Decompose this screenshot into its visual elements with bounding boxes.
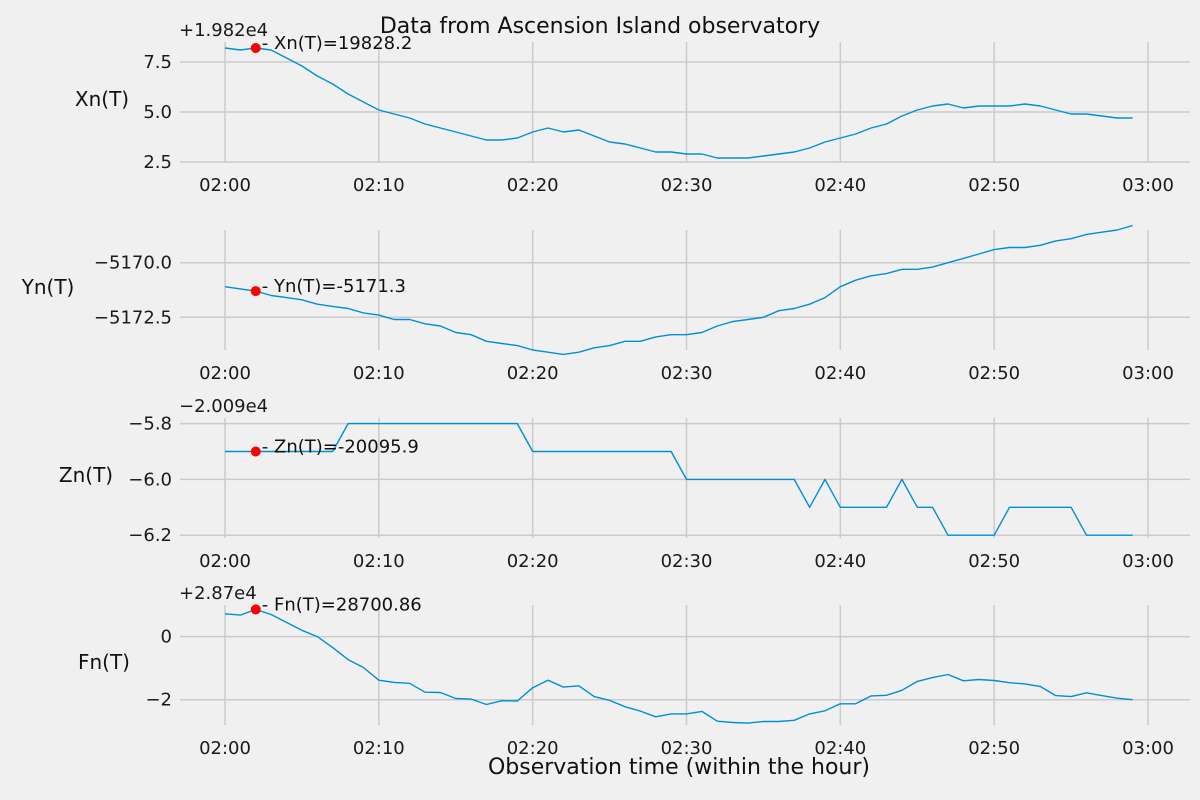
y-tick-label: 5.0: [143, 102, 172, 123]
series-line-yn: [224, 224, 1133, 356]
marker-annotation: - Xn(T)=19828.2: [262, 33, 413, 54]
x-tick-label: 02:00: [199, 363, 251, 384]
x-tick-label: 02:10: [353, 738, 405, 759]
y-offset-label: +1.982e4: [179, 20, 268, 41]
x-tick-label: 02:30: [661, 738, 713, 759]
x-tick-label: 02:00: [199, 551, 251, 572]
x-tick-label: 02:20: [507, 551, 559, 572]
marker-point: [250, 286, 261, 297]
x-tick-label: 02:30: [661, 175, 713, 196]
y-tick-label: −5172.5: [94, 307, 172, 328]
y-tick-label: −5.8: [128, 414, 172, 435]
x-tick-label: 03:00: [1122, 363, 1174, 384]
series-line-fn: [224, 608, 1133, 724]
y-tick-label: −6.2: [128, 525, 172, 546]
x-tick-label: 02:00: [199, 738, 251, 759]
marker-annotation: - Zn(T)=-20095.9: [262, 436, 419, 457]
marker-point: [250, 604, 261, 615]
x-axis-label: Observation time (within the hour): [488, 755, 870, 780]
x-tick-label: 03:00: [1122, 551, 1174, 572]
marker-point: [250, 446, 261, 457]
x-tick-label: 02:30: [661, 363, 713, 384]
x-tick-label: 02:00: [199, 175, 251, 196]
panel-fn: 0 −2 02:00 02:10 02:20 02:30 02:40 02:50 03:00 +2…: [78, 583, 1190, 759]
marker-point: [250, 43, 261, 53]
y-axis-label: Yn(T): [21, 275, 75, 299]
series-line-zn: [225, 422, 1133, 536]
y-tick-label: −5170.0: [94, 253, 172, 274]
x-tick-label: 02:40: [814, 738, 866, 759]
y-tick-label: 2.5: [143, 152, 172, 173]
y-tick-label: −2: [145, 690, 172, 711]
y-axis-label: Zn(T): [59, 463, 113, 487]
x-tick-label: 03:00: [1122, 175, 1174, 196]
y-axis-label: Fn(T): [78, 650, 130, 674]
x-tick-label: 02:20: [507, 363, 559, 384]
panel-xn: 7.5 5.0 2.5 02:00 02:10 02:20 02:30 02:40 02:50 0…: [75, 20, 1190, 196]
marker-annotation: - Yn(T)=-5171.3: [262, 276, 406, 297]
y-offset-label: −2.009e4: [179, 396, 268, 417]
x-tick-label: 02:10: [353, 363, 405, 384]
x-tick-label: 02:20: [507, 175, 559, 196]
x-tick-label: 02:40: [814, 551, 866, 572]
x-tick-label: 02:10: [353, 175, 405, 196]
x-tick-label: 02:50: [968, 363, 1020, 384]
marker-annotation: - Fn(T)=28700.86: [262, 594, 422, 615]
y-tick-label: 0: [161, 627, 172, 648]
x-tick-label: 02:50: [968, 551, 1020, 572]
x-tick-label: 02:30: [661, 551, 713, 572]
panel-zn: −5.8 −6.0 −6.2 02:00 02:10 02:20 02:30 02:40 02:…: [59, 396, 1190, 572]
panels: 7.55.02.502:00 02:10 02:20 02:30 02:40 02:50 0…: [21, 20, 1190, 759]
x-tick-label: 02:40: [814, 175, 866, 196]
y-axis-label: Xn(T): [75, 87, 129, 111]
x-tick-label: 02:50: [968, 738, 1020, 759]
y-offset-label: +2.87e4: [179, 583, 257, 604]
chart-title: Data from Ascension Island observatory: [380, 14, 820, 39]
x-tick-label: 02:40: [814, 363, 866, 384]
panel-yn: −5170.0 −5172.5 02:00 02:10 02:20 02:30 02:40 0…: [21, 224, 1190, 384]
y-tick-label: −6.0: [128, 469, 172, 490]
x-tick-label: 03:00: [1122, 738, 1174, 759]
x-tick-label: 02:50: [968, 175, 1020, 196]
y-tick-label: 7.5: [143, 52, 172, 73]
x-tick-label: 02:10: [353, 551, 405, 572]
series-line-xn: [224, 47, 1133, 159]
x-tick-label: 02:20: [507, 738, 559, 759]
